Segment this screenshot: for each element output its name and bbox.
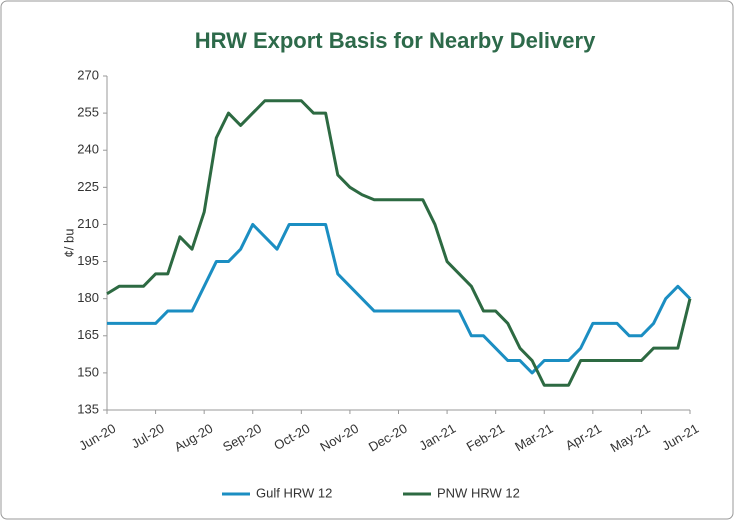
line-series <box>106 99 692 387</box>
line-series <box>107 222 692 375</box>
legend-label: PNW HRW 12 <box>437 485 520 500</box>
y-tick-label: 135 <box>77 401 99 416</box>
y-tick-label: 255 <box>77 105 99 120</box>
y-tick-label: 195 <box>77 253 99 268</box>
y-tick-label: 165 <box>77 327 99 342</box>
y-tick-label: 180 <box>77 290 99 305</box>
chart-title: HRW Export Basis for Nearby Delivery <box>195 28 596 53</box>
legend-label: Gulf HRW 12 <box>256 485 332 500</box>
y-tick-label: 240 <box>77 142 99 157</box>
y-tick-label: 210 <box>77 216 99 231</box>
y-tick-label: 225 <box>77 179 99 194</box>
y-tick-label: 270 <box>77 67 99 82</box>
y-axis-label: ¢/ bu <box>61 229 76 258</box>
y-tick-label: 150 <box>77 364 99 379</box>
